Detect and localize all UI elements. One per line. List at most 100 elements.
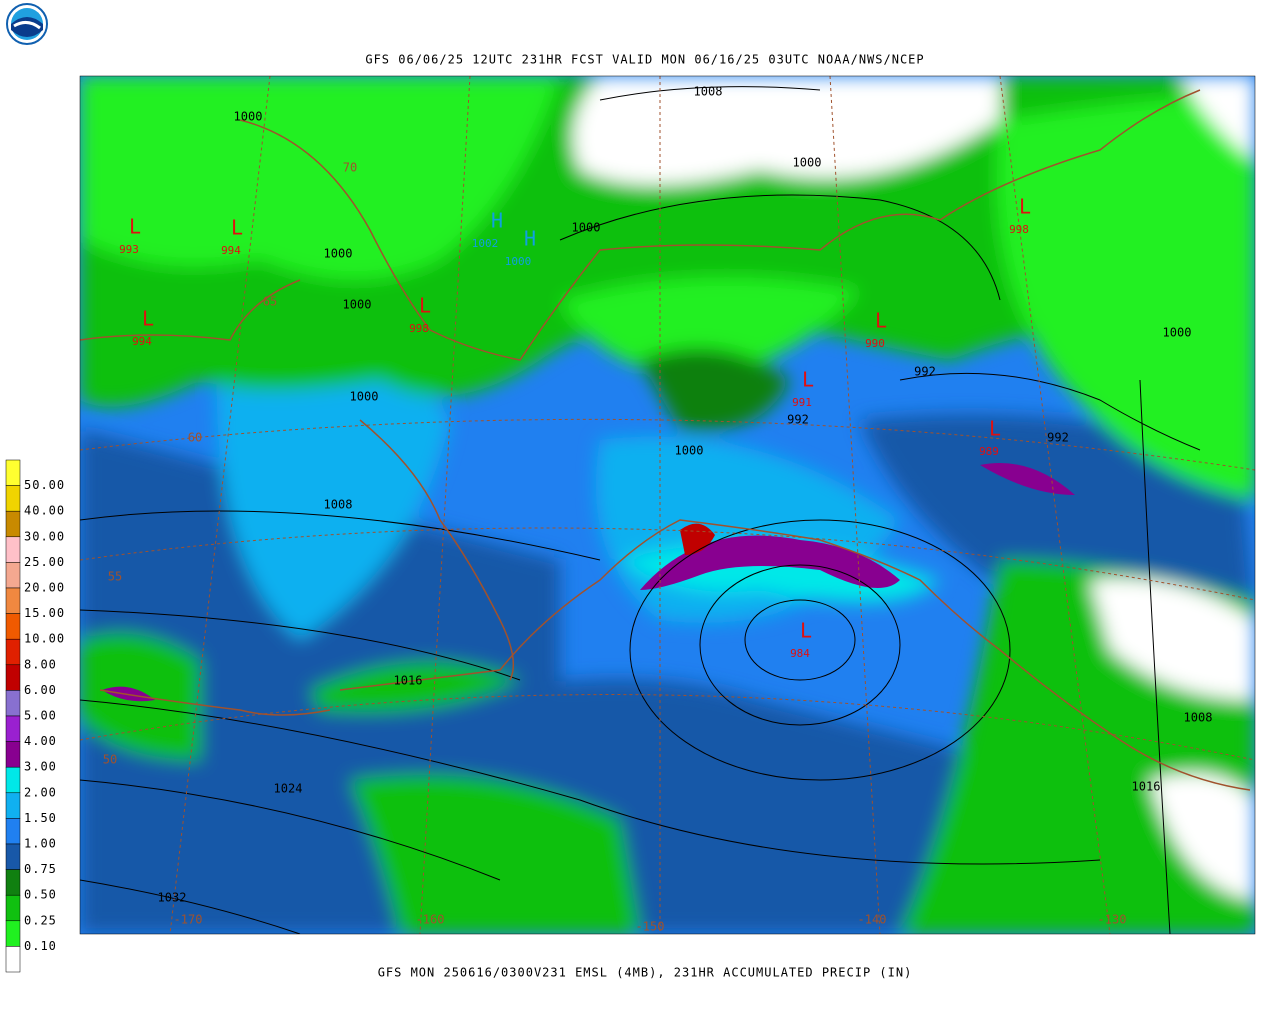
isobar-label: 1016	[1132, 780, 1161, 794]
map-frame	[79, 75, 1256, 935]
legend-label: 50.00	[24, 478, 65, 492]
low-value: 990	[865, 337, 885, 350]
isobar-label: 992	[787, 413, 809, 427]
graticule-label: 65	[263, 295, 277, 309]
map-labels: 1008 1000 1000 1000 1000 1000 1000 992 992 992 100…	[103, 85, 1213, 934]
low-symbol: L	[800, 619, 812, 643]
graticule-label: 70	[343, 161, 357, 175]
low-symbol: L	[875, 309, 887, 333]
isobar-label: 1000	[1163, 326, 1192, 340]
isobar-label: 992	[1047, 431, 1069, 445]
legend-label: 1.00	[24, 837, 57, 851]
low-value: 994	[132, 335, 152, 348]
low-value: 994	[221, 244, 241, 257]
isobar-label: 1000	[350, 390, 379, 404]
legend-swatch	[5, 715, 21, 742]
legend-label: 15.00	[24, 606, 65, 620]
legend-label: 6.00	[24, 683, 57, 697]
legend-swatch	[5, 638, 21, 666]
legend-label: 0.10	[24, 939, 57, 953]
legend-label: 2.00	[24, 785, 57, 799]
legend-swatch	[5, 690, 21, 717]
noaa-logo	[6, 3, 48, 45]
low-symbol: L	[419, 294, 431, 318]
graticule-label: 60	[188, 431, 202, 445]
legend-swatch	[5, 843, 21, 870]
graticule-label: 55	[108, 570, 122, 584]
legend-swatch	[5, 818, 21, 845]
map-caption: GFS MON 250616/0300V231 EMSL (4MB), 231H…	[378, 966, 913, 980]
isobar-label: 1000	[793, 156, 822, 170]
legend-swatch	[5, 741, 21, 768]
low-symbol: L	[231, 216, 243, 240]
graticule-label: -160	[416, 913, 445, 927]
legend-swatch	[5, 459, 21, 486]
isobar-label: 1000	[234, 110, 263, 124]
legend-label: 1.50	[24, 811, 57, 825]
legend-label: 10.00	[24, 632, 65, 646]
coastlines	[80, 89, 1251, 791]
low-value: 989	[979, 445, 999, 458]
high-value: 1000	[505, 255, 532, 268]
low-value: 993	[119, 243, 139, 256]
legend-swatch	[5, 562, 21, 589]
legend: 50.00 40.00 30.00 25.00 20.00 15.00 10.00 8.00 6…	[5, 459, 65, 973]
isobar-label: 1000	[324, 247, 353, 261]
low-symbol: L	[989, 417, 1001, 441]
isobar-label: 1016	[394, 674, 423, 688]
high-value: 1002	[472, 237, 499, 250]
isobar-label: 1008	[1184, 711, 1213, 725]
low-value: 984	[790, 647, 810, 660]
legend-swatch	[5, 792, 21, 819]
graticule-label: -170	[174, 913, 203, 927]
legend-label: 0.25	[24, 913, 57, 927]
precip-field	[80, 76, 1255, 934]
map-title: GFS 06/06/25 12UTC 231HR FCST VALID MON …	[365, 53, 924, 67]
low-value: 998	[1009, 223, 1029, 236]
legend-label: 25.00	[24, 555, 65, 569]
legend-swatch	[5, 613, 21, 640]
isobar-label: 1032	[158, 891, 187, 905]
legend-swatch	[5, 946, 21, 973]
legend-label: 8.00	[24, 657, 57, 671]
legend-swatch	[5, 894, 21, 922]
isobar-label: 1024	[274, 782, 303, 796]
isobar-label: 1008	[694, 85, 723, 99]
legend-swatch	[5, 510, 21, 538]
graticule-label: -140	[858, 913, 887, 927]
graticule-label: -130	[1098, 913, 1127, 927]
low-value: 998	[409, 322, 429, 335]
heavy-precip	[102, 463, 1075, 702]
legend-swatch	[5, 920, 21, 947]
isobar-label: 1000	[572, 221, 601, 235]
low-value: 991	[792, 396, 812, 409]
graticule	[80, 76, 1255, 934]
low-symbol: L	[142, 307, 154, 331]
legend-label: 0.75	[24, 862, 57, 876]
low-symbol: L	[129, 215, 141, 239]
legend-label: 20.00	[24, 581, 65, 595]
legend-label: 5.00	[24, 709, 57, 723]
legend-label: 40.00	[24, 504, 65, 518]
legend-swatch	[5, 664, 21, 691]
low-symbol: L	[1019, 195, 1031, 219]
graticule-label: 50	[103, 753, 117, 767]
legend-label: 3.00	[24, 760, 57, 774]
high-symbol: H	[524, 227, 536, 251]
isobars	[80, 86, 1201, 934]
isobar-label: 1000	[343, 298, 372, 312]
low-symbol: L	[802, 368, 814, 392]
legend-swatch	[5, 485, 21, 512]
legend-label: 30.00	[24, 529, 65, 543]
legend-swatch	[5, 536, 21, 563]
legend-label: 0.50	[24, 888, 57, 902]
legend-label: 4.00	[24, 734, 57, 748]
isobar-label: 992	[914, 365, 936, 379]
legend-swatch	[5, 587, 21, 614]
legend-swatch	[5, 766, 21, 794]
isobar-label: 1000	[675, 444, 704, 458]
legend-swatch	[5, 869, 21, 896]
graticule-label: -150	[636, 920, 665, 934]
isobar-label: 1008	[324, 498, 353, 512]
